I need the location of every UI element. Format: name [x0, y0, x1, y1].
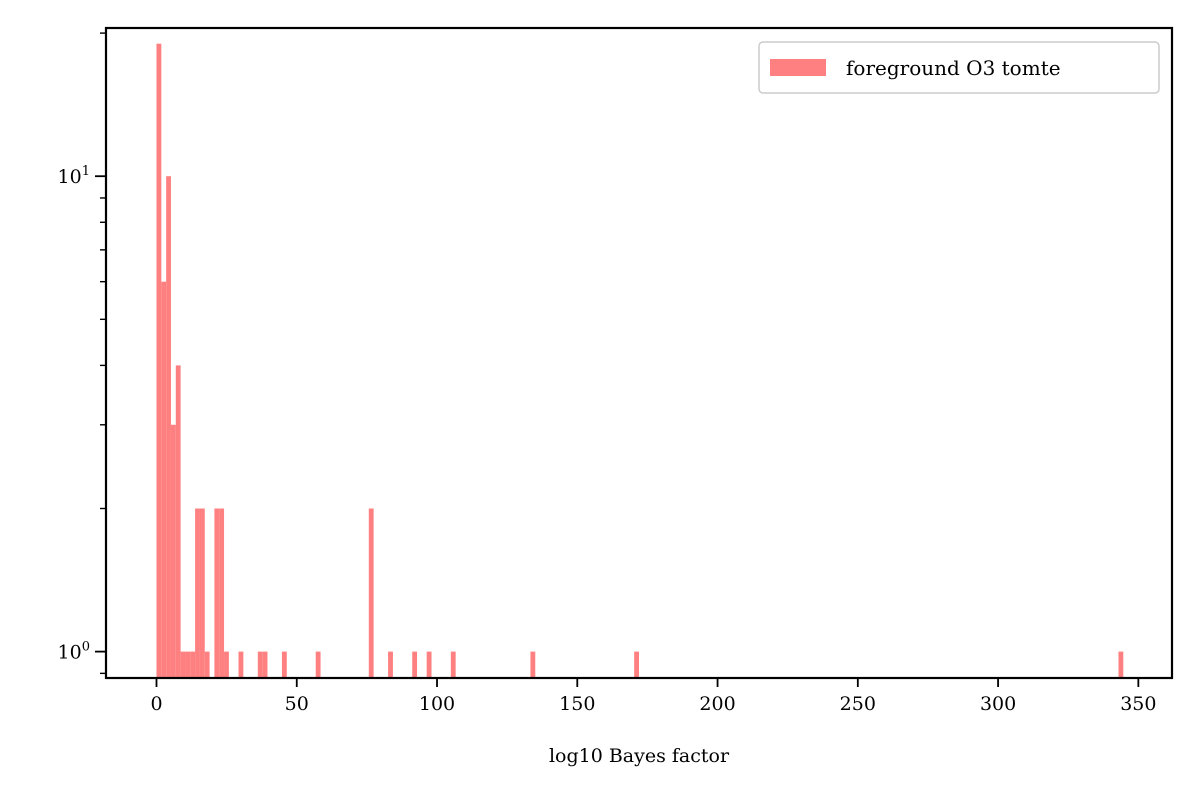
histogram-bar: [195, 508, 200, 678]
y-tick-label: 100: [58, 640, 90, 664]
histogram-bar: [175, 365, 181, 678]
x-tick-label: 150: [559, 693, 595, 715]
histogram-bar: [1118, 651, 1124, 678]
histogram-bar: [180, 651, 186, 678]
histogram-bar: [368, 508, 374, 678]
y-axis: 100 101: [58, 32, 106, 675]
x-tick-label: 50: [285, 693, 309, 715]
histogram-bar: [214, 508, 220, 678]
histogram-bar: [262, 651, 268, 678]
x-tick-label: 250: [840, 693, 876, 715]
legend: foreground O3 tomte: [758, 41, 1160, 94]
histogram-bar: [204, 651, 210, 678]
x-tick-label: 350: [1120, 693, 1156, 715]
y-tick-label: 101: [58, 164, 90, 188]
histogram-bar: [166, 176, 171, 678]
legend-entry-label: foreground O3 tomte: [846, 56, 1061, 80]
legend-swatch: [770, 59, 826, 76]
legend-box: [758, 41, 1160, 94]
x-axis: 0 50 100 150 200 250 300 350: [150, 678, 1156, 715]
histogram-bar: [450, 651, 456, 678]
histogram-bar: [190, 651, 196, 678]
histogram-bar: [257, 651, 263, 678]
histogram-bar: [281, 651, 287, 678]
x-tick-label: 0: [150, 693, 162, 715]
histogram-bar: [388, 651, 393, 678]
plot-frame: [104, 26, 1174, 680]
x-tick-label: 100: [419, 693, 455, 715]
histogram-bar: [634, 651, 639, 678]
histogram-bar: [530, 651, 536, 678]
x-axis-label: log10 Bayes factor: [549, 745, 730, 767]
histogram-bar: [315, 651, 321, 678]
histogram-bar: [219, 508, 225, 678]
histogram-bars: [156, 43, 1124, 678]
histogram-bar: [161, 281, 167, 678]
histogram-bar: [426, 651, 432, 678]
histogram-bar: [412, 651, 418, 678]
histogram-bar: [224, 651, 229, 678]
histogram-bar: [185, 651, 191, 678]
histogram-bar: [170, 424, 176, 678]
histogram-bar: [199, 508, 205, 678]
x-tick-label: 200: [699, 693, 735, 715]
x-tick-label: 300: [980, 693, 1016, 715]
histogram-bar: [156, 43, 162, 678]
histogram-bar: [238, 651, 244, 678]
